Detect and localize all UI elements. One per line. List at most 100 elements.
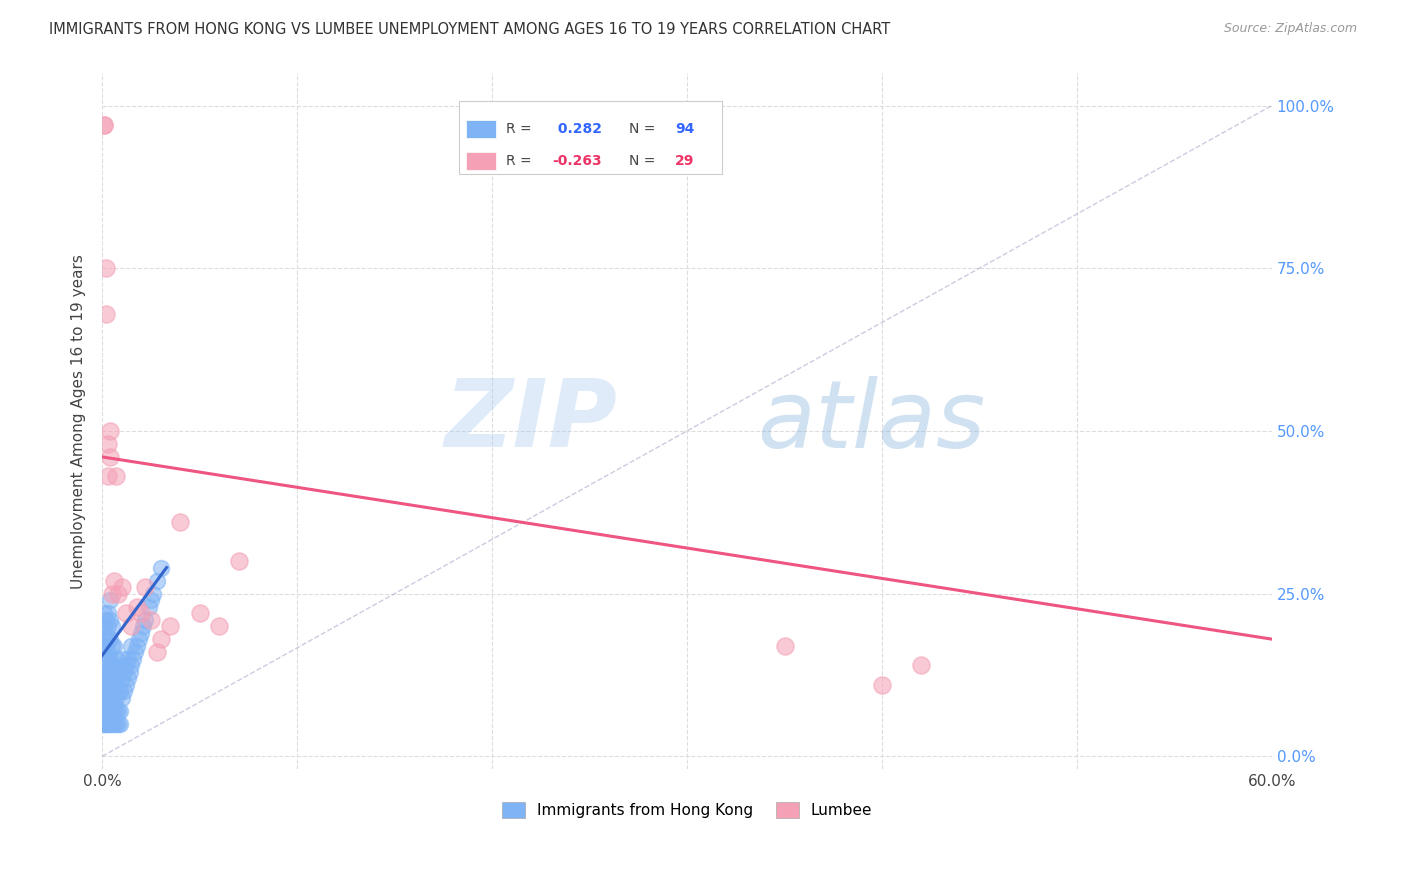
Point: [97, 619, 120, 633]
Point: [101, 619, 124, 633]
Point: [112, 665, 135, 679]
Point: [107, 684, 129, 698]
Point: [104, 716, 127, 731]
Point: [120, 639, 142, 653]
Point: [188, 606, 211, 620]
Point: [97, 665, 120, 679]
Point: [94, 261, 117, 276]
Point: [94, 697, 117, 711]
Point: [93, 704, 115, 718]
Point: [93, 678, 115, 692]
Point: [112, 684, 135, 698]
Point: [98, 651, 121, 665]
Point: [103, 716, 125, 731]
Text: 94: 94: [675, 121, 695, 136]
Point: [120, 619, 142, 633]
Point: [114, 678, 136, 692]
Point: [104, 671, 127, 685]
Point: [98, 690, 121, 705]
Point: [120, 658, 142, 673]
Text: atlas: atlas: [758, 376, 986, 467]
Point: [108, 704, 131, 718]
Point: [98, 710, 121, 724]
Point: [97, 697, 120, 711]
Point: [103, 697, 125, 711]
Point: [94, 639, 117, 653]
Point: [98, 613, 121, 627]
Legend: Immigrants from Hong Kong, Lumbee: Immigrants from Hong Kong, Lumbee: [495, 797, 879, 824]
Point: [208, 619, 231, 633]
Point: [93, 684, 115, 698]
Point: [98, 632, 121, 647]
Text: R =: R =: [506, 153, 531, 168]
Point: [773, 639, 796, 653]
Point: [103, 639, 125, 653]
Point: [127, 639, 149, 653]
Point: [107, 586, 129, 600]
Text: R =: R =: [506, 121, 531, 136]
Point: [97, 678, 120, 692]
Point: [101, 704, 124, 718]
Point: [93, 716, 115, 731]
Point: [97, 645, 120, 659]
Point: [108, 684, 131, 698]
Point: [97, 632, 120, 647]
Point: [146, 574, 169, 588]
Point: [111, 580, 134, 594]
Point: [101, 716, 124, 731]
Text: N =: N =: [628, 153, 655, 168]
Point: [93, 690, 115, 705]
Point: [134, 613, 156, 627]
Text: -0.263: -0.263: [553, 153, 602, 168]
Point: [104, 469, 127, 483]
Point: [98, 593, 121, 607]
Point: [101, 639, 124, 653]
Point: [118, 665, 141, 679]
FancyBboxPatch shape: [465, 120, 496, 137]
Point: [98, 450, 121, 464]
Point: [117, 671, 139, 685]
Point: [149, 560, 172, 574]
Point: [93, 710, 115, 724]
Point: [101, 586, 124, 600]
Point: [97, 606, 120, 620]
Point: [124, 645, 146, 659]
Point: [93, 118, 115, 132]
Point: [910, 658, 932, 673]
Point: [101, 678, 124, 692]
Point: [104, 651, 127, 665]
Text: ZIP: ZIP: [444, 376, 617, 467]
Point: [134, 580, 156, 594]
Point: [94, 704, 117, 718]
Point: [139, 613, 162, 627]
Point: [111, 671, 134, 685]
Point: [149, 632, 172, 647]
Point: [101, 690, 124, 705]
Point: [93, 671, 115, 685]
Point: [111, 651, 134, 665]
Text: N =: N =: [628, 121, 655, 136]
Point: [103, 658, 125, 673]
Point: [98, 671, 121, 685]
Point: [97, 710, 120, 724]
Point: [107, 704, 129, 718]
Point: [94, 651, 117, 665]
Point: [139, 593, 162, 607]
Point: [122, 651, 145, 665]
Point: [127, 599, 149, 614]
Point: [93, 716, 115, 731]
Point: [128, 632, 150, 647]
Point: [117, 651, 139, 665]
Point: [108, 716, 131, 731]
Point: [93, 697, 115, 711]
Point: [107, 665, 129, 679]
Text: 29: 29: [675, 153, 695, 168]
Point: [129, 625, 152, 640]
Point: [97, 469, 120, 483]
Point: [104, 704, 127, 718]
Point: [98, 716, 121, 731]
Point: [132, 619, 155, 633]
Point: [142, 586, 165, 600]
Point: [94, 684, 117, 698]
Point: [101, 697, 124, 711]
